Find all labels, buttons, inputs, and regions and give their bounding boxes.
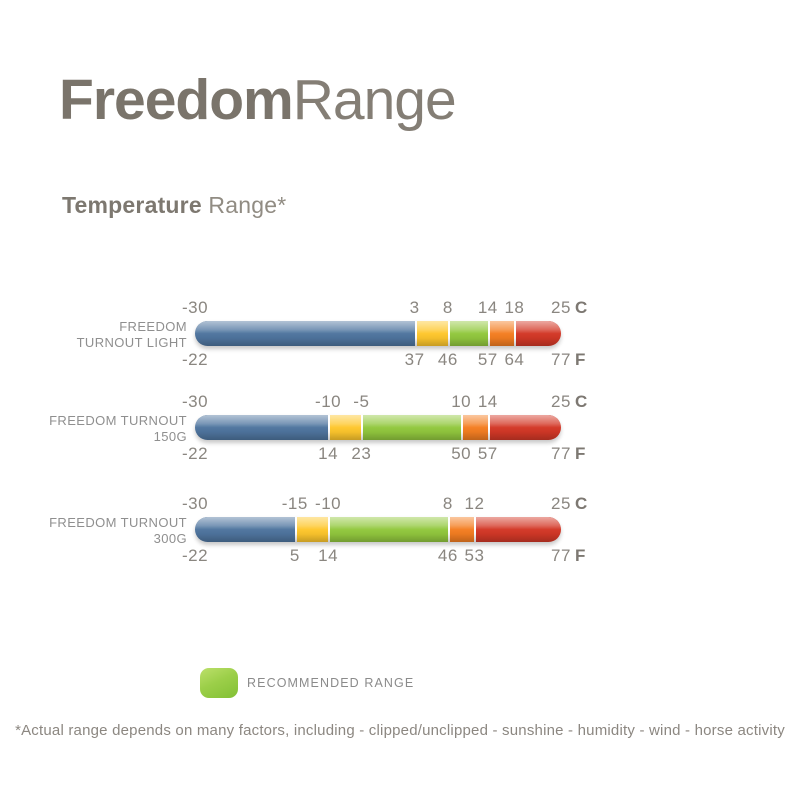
celsius-scale-value: 14	[477, 392, 498, 411]
temperature-bar-row: FREEDOM TURNOUT 300G -30 -15 -10 8 12 25 -22 5 1…	[40, 494, 760, 566]
celsius-scale-value: -30	[181, 494, 209, 513]
celsius-scale-value: 12	[464, 494, 485, 513]
fahrenheit-scale-value: 64	[504, 350, 525, 369]
celsius-scale-value: 25	[551, 494, 571, 513]
recommended-range-swatch	[200, 668, 238, 698]
page-title-light: Range	[292, 68, 457, 132]
bar-segment-yellow	[328, 415, 362, 440]
temperature-bar	[195, 321, 561, 346]
bar-area: -30 3 8 14 18 25 -22 37 46 57 64 77 C F	[182, 298, 587, 370]
bar-segment-red	[474, 517, 561, 542]
bar-segment-orange	[487, 321, 515, 346]
fahrenheit-scale-value: 14	[318, 546, 339, 565]
celsius-unit-label: C	[575, 298, 588, 317]
product-label: FREEDOM TURNOUT 300G	[40, 515, 187, 547]
celsius-scale: -30 -15 -10 8 12 25	[182, 494, 571, 513]
fahrenheit-scale: -22 37 46 57 64 77	[182, 350, 571, 369]
celsius-scale-value: -10	[315, 392, 342, 411]
fahrenheit-scale-value: -22	[181, 350, 209, 369]
bar-segment-red	[514, 321, 561, 346]
bar-segment-blue	[195, 415, 329, 440]
page-title: FreedomRange	[59, 68, 457, 132]
fahrenheit-scale-value: 57	[477, 444, 498, 463]
bar-segment-green	[328, 517, 448, 542]
bar-segment-yellow	[414, 321, 448, 346]
celsius-scale: -30 -10 -5 10 14 25	[182, 392, 571, 411]
temperature-bar	[195, 517, 561, 542]
section-title-bold: Temperature	[62, 192, 202, 218]
product-label: FREEDOM TURNOUT 150G	[40, 413, 187, 445]
bar-segment-yellow	[294, 517, 329, 542]
celsius-scale-value: 10	[451, 392, 472, 411]
product-label-line: FREEDOM	[119, 319, 187, 334]
celsius-scale: -30 3 8 14 18 25	[182, 298, 571, 317]
product-label-line: TURNOUT LIGHT	[76, 335, 187, 350]
fahrenheit-scale-value: 37	[404, 350, 425, 369]
bar-segment-orange	[447, 517, 475, 542]
fahrenheit-scale-value: 77	[551, 444, 571, 463]
celsius-scale-value: 25	[551, 298, 571, 317]
bar-segment-blue	[195, 321, 415, 346]
celsius-scale-value: -10	[315, 494, 342, 513]
fahrenheit-scale-value: -22	[181, 546, 209, 565]
celsius-scale-value: -30	[181, 392, 209, 411]
celsius-scale-value: -5	[353, 392, 370, 411]
fahrenheit-scale-value: 57	[477, 350, 498, 369]
celsius-scale-value: -15	[281, 494, 308, 513]
fahrenheit-unit-label: F	[575, 350, 586, 369]
celsius-scale-value: 25	[551, 392, 571, 411]
fahrenheit-scale-value: 5	[289, 546, 300, 565]
fahrenheit-scale-value: -22	[181, 444, 209, 463]
fahrenheit-scale-value: 77	[551, 350, 571, 369]
product-label-line: 300G	[153, 531, 187, 546]
bar-segment-orange	[461, 415, 488, 440]
product-label-line: 150G	[153, 429, 187, 444]
temperature-bar	[195, 415, 561, 440]
bar-segment-red	[487, 415, 561, 440]
fahrenheit-unit-label: F	[575, 546, 586, 565]
temperature-bar-row: FREEDOM TURNOUT 150G -30 -10 -5 10 14 25 -22 14…	[40, 392, 760, 464]
product-label: FREEDOM TURNOUT LIGHT	[40, 319, 187, 351]
fahrenheit-scale-value: 77	[551, 546, 571, 565]
fahrenheit-unit-label: F	[575, 444, 586, 463]
celsius-scale-value: 8	[442, 298, 453, 317]
celsius-scale-value: 18	[504, 298, 525, 317]
fahrenheit-scale-value: 53	[464, 546, 485, 565]
bar-area: -30 -10 -5 10 14 25 -22 14 23 50 57 77 C F	[182, 392, 587, 464]
temperature-bar-row: FREEDOM TURNOUT LIGHT -30 3 8 14 18 25 -22 37 46…	[40, 298, 760, 370]
fahrenheit-scale: -22 14 23 50 57 77	[182, 444, 571, 463]
fahrenheit-scale: -22 5 14 46 53 77	[182, 546, 571, 565]
bar-area: -30 -15 -10 8 12 25 -22 5 14 46 53 77 C F	[182, 494, 587, 566]
section-title: Temperature Range*	[62, 192, 286, 219]
fahrenheit-scale-value: 46	[437, 350, 458, 369]
fahrenheit-scale-value: 46	[437, 546, 458, 565]
fahrenheit-scale-value: 14	[318, 444, 339, 463]
legend: RECOMMENDED RANGE	[200, 668, 414, 698]
footnote: *Actual range depends on many factors, i…	[15, 722, 785, 739]
celsius-unit-label: C	[575, 392, 588, 411]
bar-segment-green	[361, 415, 462, 440]
fahrenheit-scale-value: 23	[351, 444, 372, 463]
celsius-scale-value: 8	[442, 494, 453, 513]
celsius-unit-label: C	[575, 494, 588, 513]
product-label-line: FREEDOM TURNOUT	[49, 413, 187, 428]
celsius-scale-value: 3	[409, 298, 420, 317]
bar-segment-green	[447, 321, 488, 346]
page-title-bold: Freedom	[59, 68, 294, 132]
legend-label: RECOMMENDED RANGE	[247, 676, 415, 690]
celsius-scale-value: -30	[181, 298, 209, 317]
product-label-line: FREEDOM TURNOUT	[49, 515, 187, 530]
section-title-light: Range*	[208, 192, 287, 218]
bar-segment-blue	[195, 517, 295, 542]
fahrenheit-scale-value: 50	[451, 444, 472, 463]
celsius-scale-value: 14	[477, 298, 498, 317]
